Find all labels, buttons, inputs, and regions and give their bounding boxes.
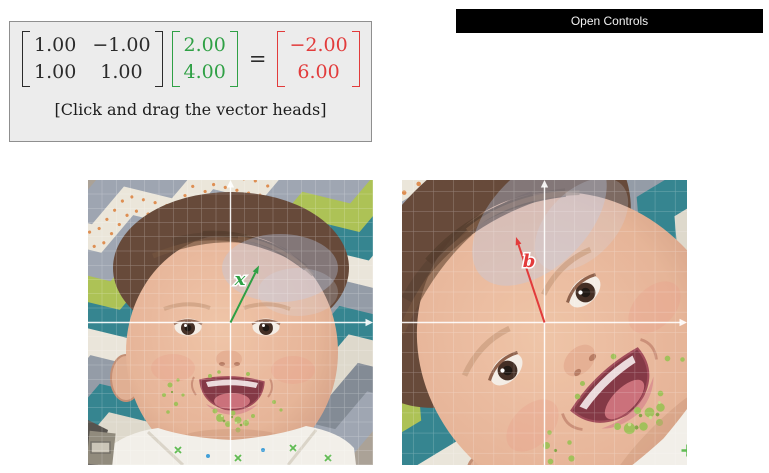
matrix-equation-panel: 1.00 −1.00 1.00 1.00 2.00 4.00 = − bbox=[9, 21, 372, 142]
input-vector-label: x bbox=[234, 269, 246, 290]
axes bbox=[402, 180, 687, 465]
input-vector-head[interactable] bbox=[252, 265, 259, 275]
matrix-a11: 1.00 bbox=[34, 34, 77, 56]
matrix-a12: −1.00 bbox=[92, 34, 151, 56]
x-axis-arrow-icon bbox=[365, 318, 373, 327]
transformed-image-view: b bbox=[402, 180, 687, 465]
y-axis-arrow-icon bbox=[540, 180, 549, 188]
matrix-a21: 1.00 bbox=[34, 61, 77, 83]
result-vector-b: −2.00 6.00 bbox=[277, 31, 360, 87]
vector-x2: 4.00 bbox=[183, 61, 226, 83]
bracket-right bbox=[351, 31, 360, 87]
transformed-image-canvas: b bbox=[402, 180, 687, 465]
bracket-right bbox=[229, 31, 238, 87]
matrix-equation: 1.00 −1.00 1.00 1.00 2.00 4.00 = − bbox=[22, 31, 360, 87]
y-axis-arrow-icon bbox=[226, 180, 235, 188]
result-vector-label: b bbox=[523, 251, 536, 272]
input-vector-arrow[interactable] bbox=[229, 265, 260, 323]
open-controls-button[interactable]: Open Controls bbox=[456, 9, 763, 33]
input-vector-x: 2.00 4.00 bbox=[171, 31, 238, 87]
bracket-left bbox=[171, 31, 180, 87]
axes bbox=[88, 180, 373, 465]
bracket-right bbox=[154, 31, 163, 87]
x-axis-arrow-icon bbox=[679, 318, 687, 327]
result-vector-head[interactable] bbox=[515, 237, 522, 246]
result-vector-arrow[interactable] bbox=[515, 237, 546, 323]
bracket-left bbox=[22, 31, 30, 87]
drag-hint-text: [Click and drag the vector heads] bbox=[54, 100, 327, 119]
original-image-canvas: x bbox=[88, 180, 373, 465]
bracket-left bbox=[277, 31, 286, 87]
matrix-a: 1.00 −1.00 1.00 1.00 bbox=[22, 31, 163, 87]
equals-sign: = bbox=[248, 47, 267, 71]
vector-x1: 2.00 bbox=[183, 34, 226, 56]
vector-b2: 6.00 bbox=[297, 61, 340, 83]
original-image-view: x bbox=[88, 180, 373, 465]
vector-b1: −2.00 bbox=[289, 34, 348, 56]
matrix-a22: 1.00 bbox=[100, 61, 143, 83]
